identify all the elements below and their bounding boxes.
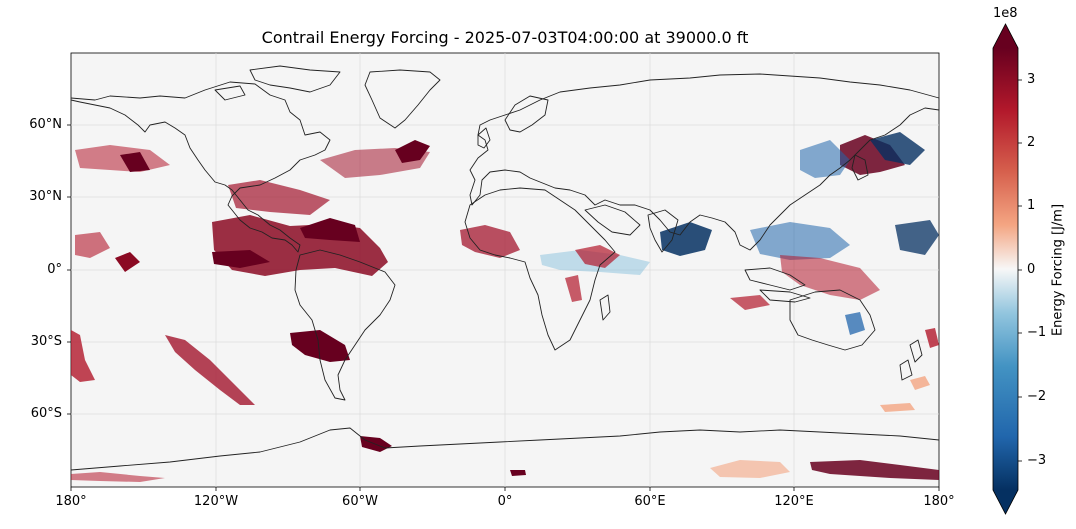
lon-tick-120w: 120°W: [193, 494, 239, 509]
lon-tick-60e: 60°E: [634, 494, 666, 509]
colorbar-label: Energy Forcing [J/m]: [1050, 203, 1066, 337]
lon-tick-180e: 180°: [923, 494, 955, 509]
colorbar-tick: 1: [1027, 198, 1036, 213]
colorbar-extend-top: [993, 24, 1018, 48]
lon-tick-120e: 120°E: [774, 494, 814, 509]
colorbar-exponent: 1e8: [993, 6, 1018, 21]
colorbar-tick: 3: [1027, 72, 1036, 87]
lon-tick-60w: 60°W: [342, 494, 378, 509]
colorbar-tick: −2: [1027, 389, 1047, 404]
colorbar-tick: −3: [1027, 453, 1047, 468]
colorbar-tick: 2: [1027, 135, 1036, 150]
colorbar-tick: −1: [1027, 325, 1047, 340]
colorbar-tick: 0: [1027, 262, 1036, 277]
lat-tick-0: 0°: [47, 262, 62, 277]
axis-ticks: [67, 124, 940, 491]
lat-tick-30n: 30°N: [29, 189, 62, 204]
lon-tick-180w: 180°: [55, 494, 87, 509]
lon-tick-0: 0°: [497, 494, 513, 509]
colorbar-extend-bottom: [993, 490, 1018, 514]
coastlines: [70, 65, 940, 471]
colorbar: [992, 23, 1022, 515]
map-title: Contrail Energy Forcing - 2025-07-03T04:…: [261, 28, 749, 47]
lat-tick-60n: 60°N: [29, 117, 62, 132]
lat-tick-30s: 30°S: [30, 334, 62, 349]
lat-tick-60s: 60°S: [30, 406, 62, 421]
